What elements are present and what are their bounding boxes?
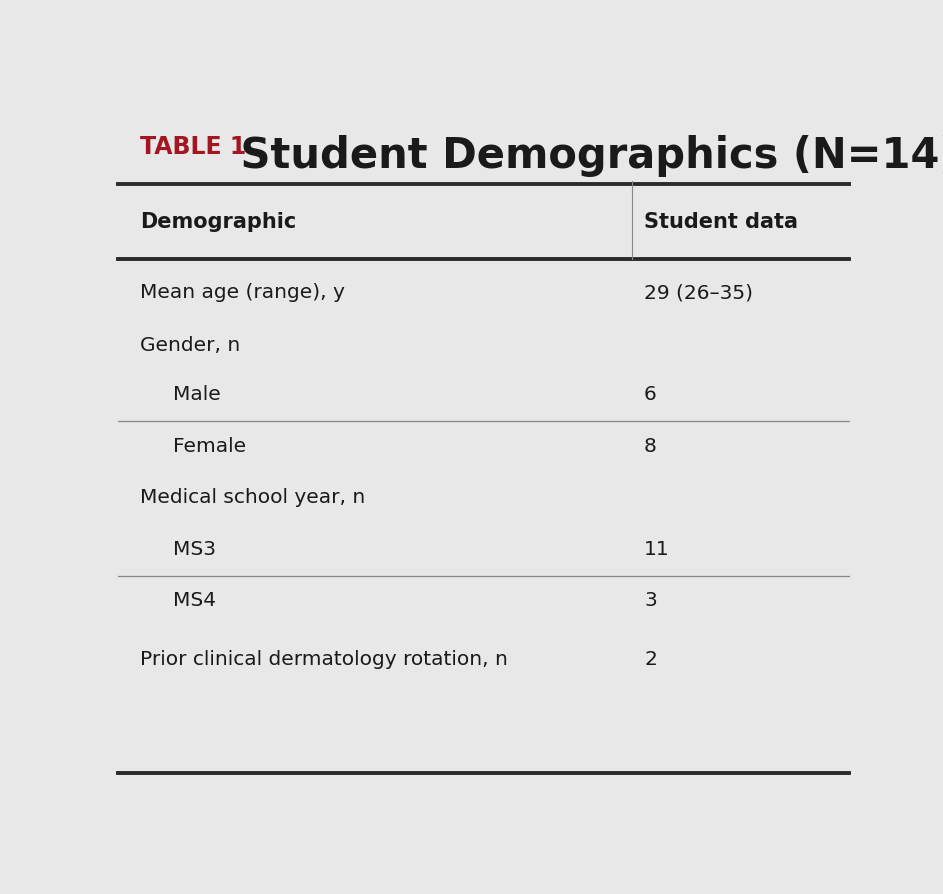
- Text: Demographic: Demographic: [140, 212, 296, 232]
- Text: Mean age (range), y: Mean age (range), y: [140, 283, 345, 302]
- Text: 3: 3: [644, 591, 657, 610]
- Text: 29 (26–35): 29 (26–35): [644, 283, 753, 302]
- Text: Male: Male: [173, 384, 221, 404]
- Text: Female: Female: [173, 436, 246, 455]
- Text: 2: 2: [644, 649, 657, 668]
- Text: Gender, n: Gender, n: [140, 336, 240, 355]
- Text: Medical school year, n: Medical school year, n: [140, 488, 365, 507]
- Text: Prior clinical dermatology rotation, n: Prior clinical dermatology rotation, n: [140, 649, 507, 668]
- Text: Student Demographics (N=14): Student Demographics (N=14): [226, 135, 943, 177]
- Text: 11: 11: [644, 540, 670, 559]
- Text: MS3: MS3: [173, 540, 216, 559]
- Text: TABLE 1.: TABLE 1.: [140, 135, 255, 159]
- Text: MS4: MS4: [173, 591, 216, 610]
- Text: Student data: Student data: [644, 212, 798, 232]
- Text: 6: 6: [644, 384, 657, 404]
- Text: 8: 8: [644, 436, 657, 455]
